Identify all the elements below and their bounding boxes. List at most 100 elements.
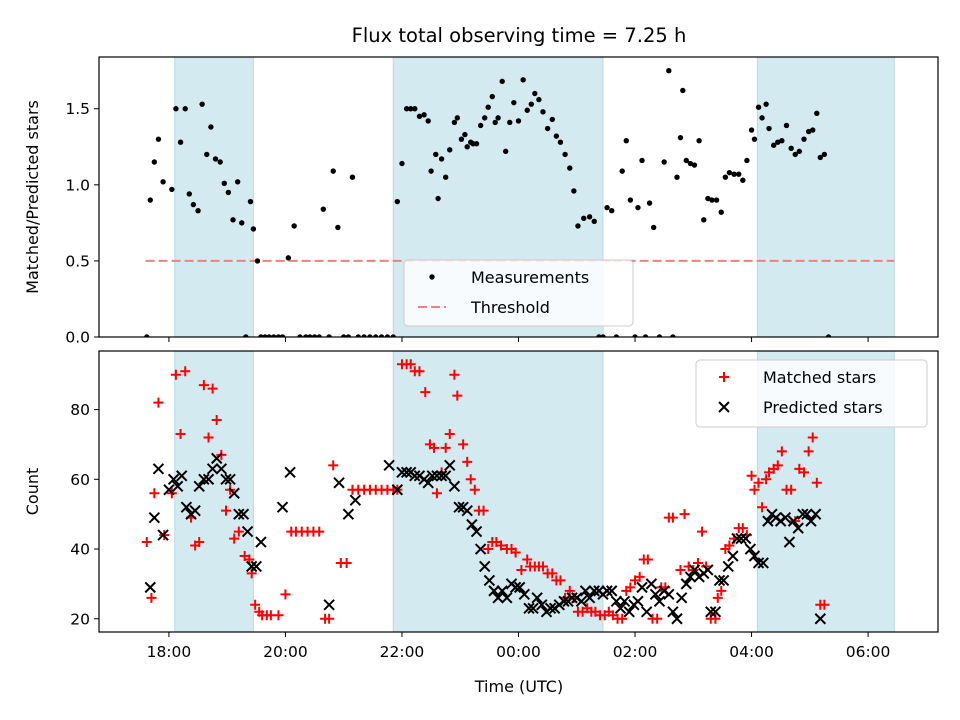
point-dot-19: [230, 217, 236, 223]
point-dot-75: [477, 122, 484, 129]
point-dot-105: [604, 204, 610, 211]
point-dot-144: [766, 125, 772, 132]
point-dot-84: [511, 99, 517, 106]
point-dot-35: [303, 334, 309, 337]
point-dot-30: [275, 334, 282, 337]
point-dot-107: [613, 334, 620, 337]
point-x-110: [727, 550, 739, 562]
point-plus-1: [146, 592, 157, 603]
point-dot-85: [515, 118, 522, 124]
point-dot-59: [421, 112, 427, 118]
point-x-122: [779, 511, 792, 524]
legend-marker-dot: [429, 274, 435, 280]
point-plus-109: [652, 613, 663, 624]
point-dot-40: [326, 334, 332, 337]
y-tick-label: 20: [70, 610, 90, 628]
point-dot-123: [680, 87, 686, 94]
point-dot-146: [775, 139, 781, 145]
point-plus-7: [175, 428, 186, 439]
lower-panel-counts: 20 40 60 80 18:00 20:00 22:00 00:00 02:00 04:00 06…: [23, 350, 939, 661]
point-plus-19: [229, 533, 240, 544]
y-tick-label: 1.5: [65, 100, 90, 118]
point-dot-77: [485, 104, 491, 110]
point-dot-113: [639, 157, 645, 164]
x-axis-label: Time (UTC): [474, 677, 563, 696]
point-x-113: [740, 532, 752, 545]
point-plus-30: [280, 589, 291, 600]
point-plus-141: [786, 484, 797, 495]
point-dot-37: [311, 334, 318, 337]
point-plus-66: [462, 456, 473, 467]
point-plus-71: [483, 544, 494, 555]
legend: Measurements Threshold: [403, 259, 634, 327]
point-dot-6: [173, 106, 179, 112]
point-x-11: [193, 480, 205, 492]
point-dot-151: [796, 148, 803, 155]
point-dot-133: [722, 174, 729, 180]
point-dot-23: [247, 198, 254, 205]
point-dot-38: [316, 334, 322, 337]
legend-label: Matched stars: [763, 368, 876, 387]
point-dot-128: [701, 217, 707, 223]
point-x-66: [536, 599, 548, 611]
point-plus-135: [761, 474, 772, 485]
point-dot-118: [661, 159, 667, 165]
point-dot-121: [674, 174, 680, 180]
point-x-109: [722, 560, 734, 573]
point-dot-127: [696, 137, 702, 144]
point-x-64: [527, 602, 539, 615]
point-x-128: [805, 515, 817, 527]
point-dot-10: [190, 201, 197, 208]
point-dot-154: [810, 127, 816, 133]
point-x-37: [409, 470, 421, 482]
point-dot-58: [416, 113, 423, 120]
point-dot-78: [489, 93, 495, 100]
point-dot-20: [234, 179, 241, 185]
point-x-15: [210, 452, 223, 465]
point-plus-79: [522, 554, 533, 565]
point-x-86: [623, 606, 635, 618]
point-dot-156: [817, 154, 824, 161]
point-x-23: [245, 560, 258, 573]
point-dot-36: [307, 334, 313, 337]
point-dot-55: [403, 106, 410, 112]
point-x-51: [470, 525, 483, 538]
point-dot-67: [451, 119, 458, 126]
point-dot-124: [683, 157, 689, 164]
point-dot-16: [217, 159, 223, 165]
point-dot-89: [532, 90, 538, 97]
point-plus-133: [753, 477, 764, 488]
point-x-25: [255, 536, 267, 548]
point-dot-63: [435, 195, 441, 202]
point-plus-62: [444, 428, 455, 439]
point-x-81: [601, 585, 613, 597]
point-plus-24: [250, 599, 261, 610]
point-x-18: [224, 473, 236, 486]
point-x-14: [206, 463, 219, 475]
point-dot-132: [718, 209, 724, 215]
point-dot-97: [567, 165, 573, 171]
point-x-35: [400, 466, 413, 479]
point-plus-83: [537, 561, 548, 572]
point-x-7: [176, 470, 188, 482]
point-x-5: [167, 473, 180, 486]
point-plus-11: [194, 537, 205, 548]
point-plus-115: [679, 509, 690, 520]
point-x-73: [566, 592, 578, 604]
point-x-108: [717, 574, 730, 587]
point-x-115: [748, 550, 761, 562]
point-dot-148: [783, 122, 790, 129]
point-x-27: [284, 466, 296, 479]
point-dot-98: [571, 188, 577, 194]
point-dot-119: [666, 67, 672, 74]
point-dot-4: [160, 179, 166, 185]
point-x-92: [649, 588, 662, 601]
point-x-13: [202, 473, 215, 486]
point-x-127: [801, 508, 813, 520]
point-dot-41: [330, 168, 336, 174]
point-plus-55: [414, 366, 425, 377]
point-plus-145: [803, 446, 814, 457]
point-dot-138: [744, 157, 750, 164]
point-plus-129: [737, 523, 748, 534]
point-plus-13: [203, 432, 214, 443]
